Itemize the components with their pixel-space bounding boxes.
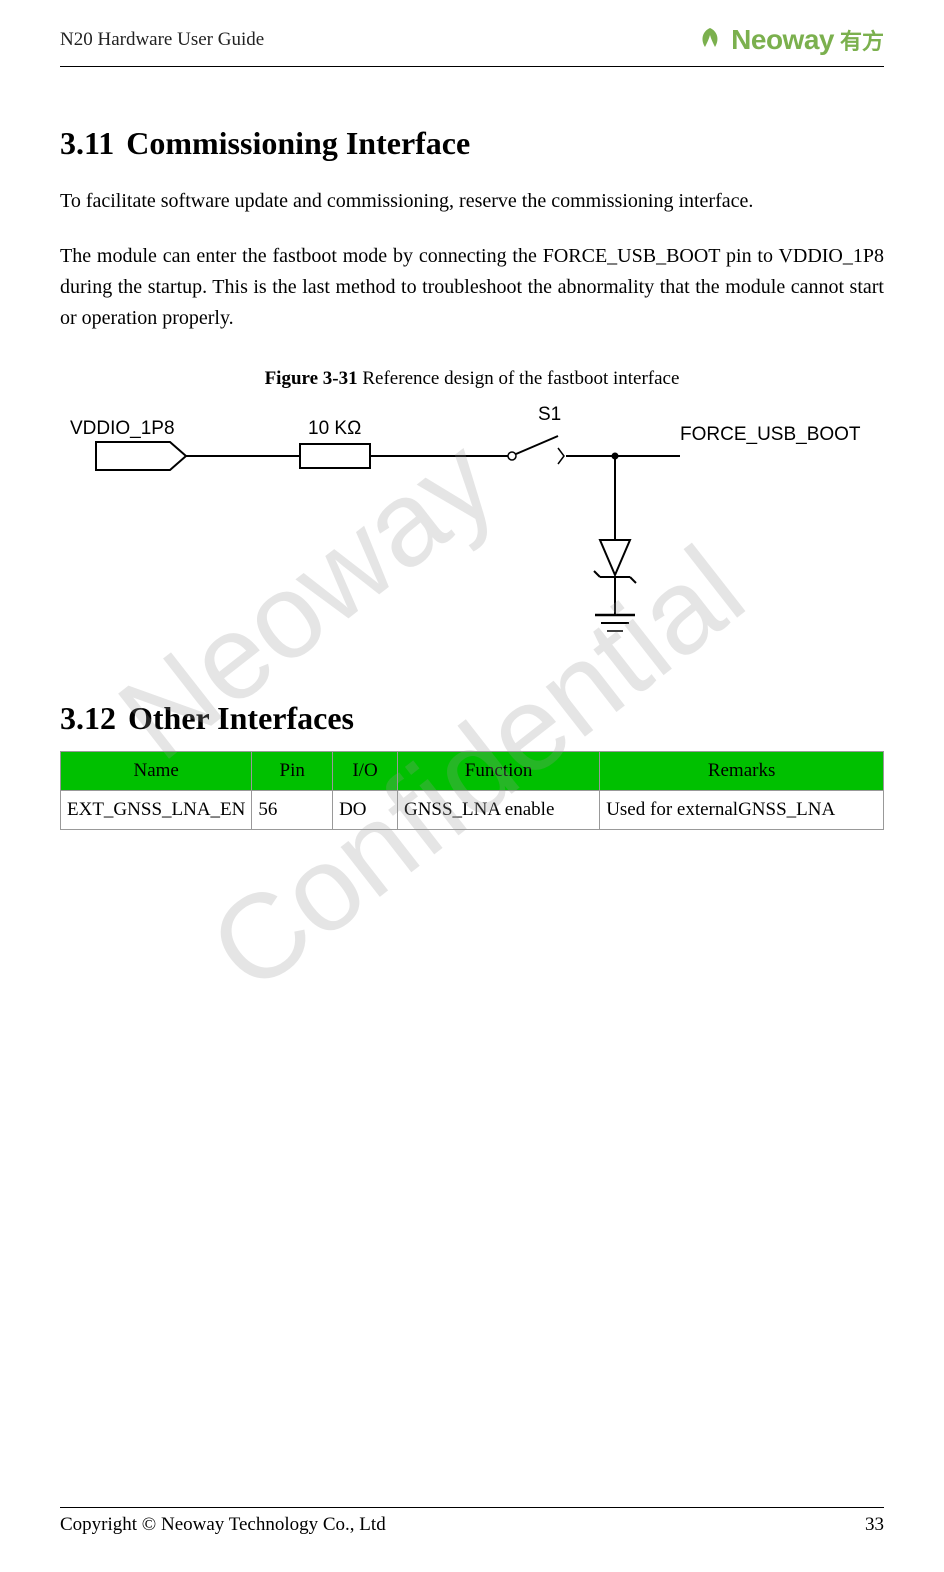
copyright-text: Copyright © Neoway Technology Co., Ltd [60,1514,386,1536]
table-header-row: Name Pin I/O Function Remarks [61,752,884,791]
header-rule [60,66,884,67]
cell-function: GNSS_LNA enable [397,791,599,830]
leaf-icon [695,25,725,55]
section-312-heading: 3.12 Other Interfaces [60,700,884,737]
page-number: 33 [865,1514,884,1536]
footer-rule [60,1507,884,1508]
figure-caption-text: Reference design of the fastboot interfa… [358,368,680,389]
table-row: EXT_GNSS_LNA_EN 56 DO GNSS_LNA enable Us… [61,791,884,830]
figure-caption: Figure 3-31 Reference design of the fast… [60,368,884,390]
section-311-heading: 3.11 Commissioning Interface [60,125,884,162]
section-311-number: 3.11 [60,125,114,161]
col-remarks: Remarks [600,752,884,791]
col-io: I/O [333,752,398,791]
section-312-number: 3.12 [60,700,116,736]
page-footer: Copyright © Neoway Technology Co., Ltd 3… [60,1507,884,1536]
col-function: Function [397,752,599,791]
other-interfaces-table: Name Pin I/O Function Remarks EXT_GNSS_L… [60,751,884,830]
cell-remarks: Used for externalGNSS_LNA [600,791,884,830]
figure-label: Figure 3-31 [265,368,358,389]
doc-title: N20 Hardware User Guide [60,29,264,51]
fastboot-circuit-diagram: VDDIO_1P8 10 KΩ S1 FORCE_USB_BOOT [60,400,884,660]
page-header: N20 Hardware User Guide Neoway 有方 [60,20,884,60]
brand-logo: Neoway 有方 [695,24,884,56]
col-pin: Pin [252,752,333,791]
cell-name: EXT_GNSS_LNA_EN [61,791,252,830]
cell-io: DO [333,791,398,830]
logo-text: Neoway [731,24,834,56]
section-311-p1: To facilitate software update and commis… [60,186,884,217]
circuit-svg [60,400,884,660]
section-311-title: Commissioning Interface [126,125,470,161]
logo-cn: 有方 [840,24,884,56]
col-name: Name [61,752,252,791]
section-311-p2: The module can enter the fastboot mode b… [60,241,884,334]
cell-pin: 56 [252,791,333,830]
section-312-title: Other Interfaces [128,700,354,736]
page: N20 Hardware User Guide Neoway 有方 3.11 Co… [0,0,944,1572]
